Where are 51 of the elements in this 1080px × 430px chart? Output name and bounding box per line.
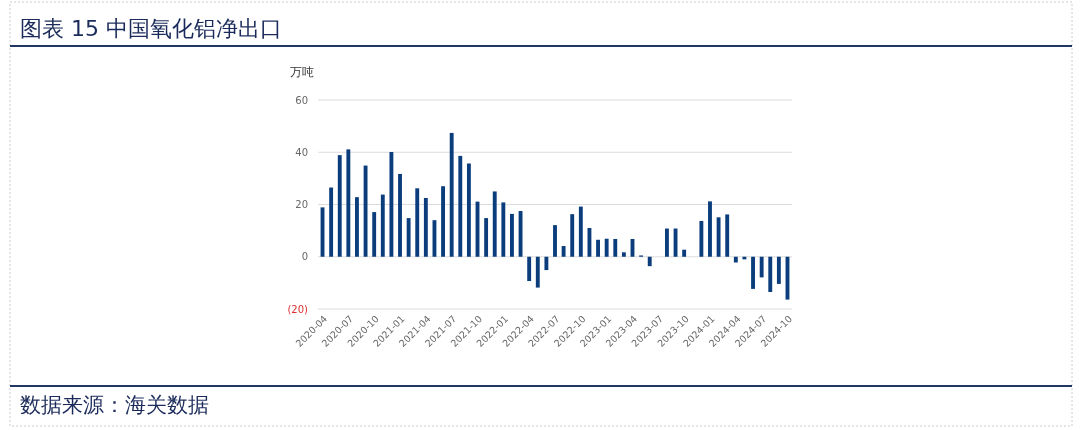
- bar: [501, 202, 506, 257]
- bar: [346, 149, 351, 257]
- bar: [768, 256, 773, 293]
- bar: [449, 132, 454, 257]
- bar: [544, 256, 549, 271]
- bar: [596, 239, 600, 257]
- bar: [621, 252, 626, 257]
- bar: [647, 256, 652, 267]
- y-tick-label: 20: [295, 199, 308, 210]
- y-tick-label: 60: [295, 94, 308, 106]
- bar: [389, 151, 394, 257]
- bar: [733, 256, 738, 263]
- y-tick-label: (20): [287, 303, 309, 315]
- bar: [510, 213, 514, 257]
- bar: [708, 201, 712, 257]
- bar: [329, 187, 334, 257]
- bar: [398, 173, 402, 257]
- source-note: 数据来源：海关数据: [20, 393, 209, 417]
- bar: [682, 249, 687, 257]
- bar: [776, 256, 781, 284]
- bar: [492, 191, 497, 257]
- bar: [725, 214, 730, 257]
- bar: [751, 256, 755, 289]
- y-tick-label: 0: [301, 251, 308, 263]
- bar: [561, 246, 566, 257]
- bar: [759, 256, 764, 278]
- bar: [578, 206, 583, 257]
- bar: [699, 220, 704, 257]
- bar: [535, 256, 540, 288]
- y-tick-label: 40: [295, 146, 308, 158]
- bar: [665, 228, 669, 257]
- bar: [415, 188, 420, 257]
- bar: [553, 225, 557, 257]
- bar: [380, 194, 385, 257]
- bar: [337, 155, 342, 257]
- y-axis-title: 万吨: [290, 65, 314, 79]
- bar: [355, 197, 359, 257]
- chart-title: 图表 15 中国氧化铝净出口: [20, 16, 282, 41]
- bar: [716, 217, 721, 257]
- bar: [441, 186, 445, 257]
- bar: [613, 238, 618, 257]
- bar: [363, 165, 368, 257]
- bar: [527, 256, 532, 282]
- bar: [372, 212, 377, 257]
- bar: [604, 238, 609, 257]
- bar: [466, 163, 471, 257]
- bar: [570, 214, 575, 257]
- bar: [458, 155, 463, 257]
- bar: [406, 218, 411, 257]
- bar: [423, 197, 428, 257]
- bar: [484, 218, 489, 257]
